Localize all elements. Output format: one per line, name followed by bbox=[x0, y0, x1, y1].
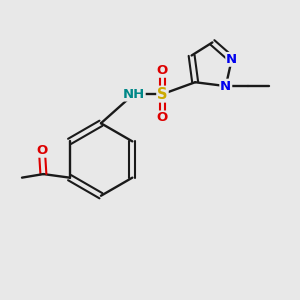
Text: N: N bbox=[220, 80, 231, 93]
Text: O: O bbox=[157, 111, 168, 124]
Text: O: O bbox=[36, 144, 47, 157]
Text: NH: NH bbox=[122, 88, 145, 100]
Text: N: N bbox=[226, 53, 237, 66]
Text: O: O bbox=[157, 64, 168, 77]
Text: S: S bbox=[157, 87, 168, 102]
